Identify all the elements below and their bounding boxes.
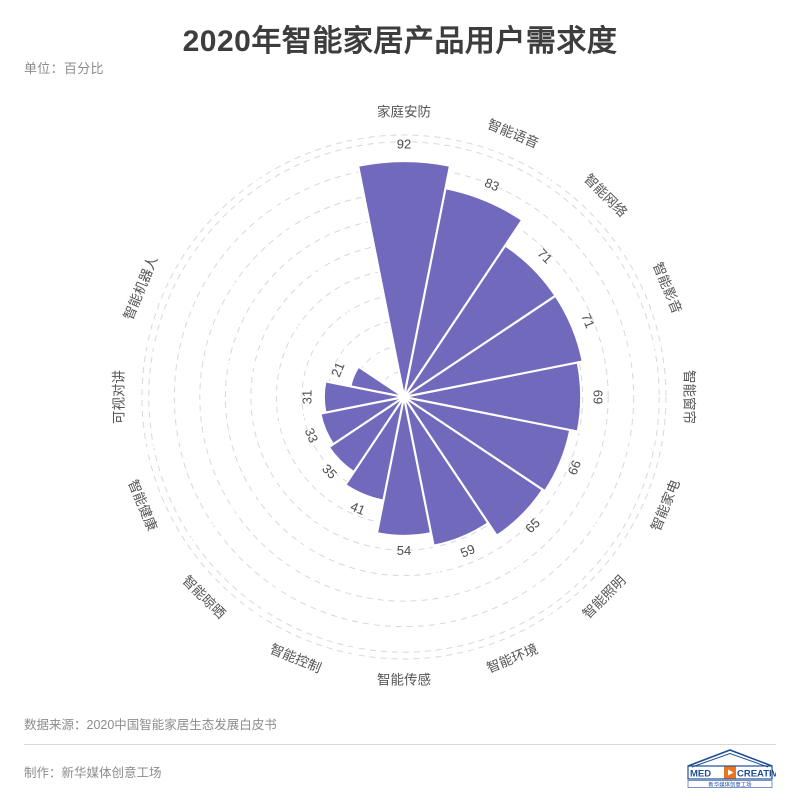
category-label: 智能网络 — [581, 171, 630, 220]
value-label: 65 — [522, 515, 543, 536]
footer: 数据来源：2020中国智能家居生态发展白皮书 制作：新华媒体创意工场 MED C… — [0, 700, 800, 800]
footer-divider — [24, 744, 776, 745]
category-label: 智能语音 — [485, 116, 541, 151]
polar-sector — [404, 362, 581, 432]
polar-sector — [377, 397, 431, 535]
polar-sector — [329, 397, 404, 472]
polar-sector — [351, 367, 404, 397]
category-label: 智能机器人 — [121, 253, 161, 322]
category-label: 智能窗帘 — [681, 370, 697, 424]
category-label: 智能晾晒 — [179, 573, 228, 622]
value-label: 59 — [458, 541, 477, 560]
svg-text:MED: MED — [690, 769, 711, 780]
value-label: 83 — [482, 175, 501, 194]
polar-sector — [404, 397, 488, 545]
data-source-text: 数据来源：2020中国智能家居生态发展白皮书 — [24, 718, 277, 732]
category-label: 智能照明 — [580, 573, 629, 622]
polar-sector — [324, 381, 404, 413]
svg-text:CREATIVE: CREATIVE — [737, 769, 776, 780]
polar-sector — [321, 397, 404, 444]
polar-chart-svg: 92 83 71 71 69 66 65 59 54 41 35 33 31 21 家庭安防智能语音智能网络… — [112, 104, 698, 688]
polar-sector — [404, 296, 582, 397]
category-label: 智能传感 — [377, 672, 431, 688]
logo-subtitle: 新华媒体创意工场 — [708, 780, 752, 788]
value-label: 35 — [319, 461, 340, 482]
category-label: 可视对讲 — [112, 370, 127, 424]
category-label: 智能控制 — [268, 641, 324, 676]
polar-sector — [404, 246, 555, 397]
value-label: 54 — [397, 543, 411, 558]
value-label: 71 — [534, 246, 555, 267]
category-label: 家庭安防 — [377, 104, 431, 120]
credit-text: 制作：新华媒体创意工场 — [24, 766, 162, 780]
category-label: 智能健康 — [125, 477, 161, 533]
polar-sector — [404, 397, 570, 491]
value-label: 71 — [578, 311, 597, 330]
polar-chart: 92 83 71 71 69 66 65 59 54 41 35 33 31 21 家庭安防智能语音智能网络… — [0, 90, 800, 690]
value-label: 31 — [299, 390, 314, 404]
polar-sector — [358, 162, 450, 397]
value-label: 69 — [591, 390, 606, 404]
category-label: 智能环境 — [485, 641, 541, 676]
category-label: 智能家电 — [647, 477, 682, 533]
polar-spokes — [145, 138, 663, 656]
value-label: 33 — [302, 426, 321, 445]
value-label: 92 — [397, 137, 411, 152]
polar-bars — [321, 162, 582, 545]
polar-sector — [404, 189, 522, 397]
polar-sector — [404, 397, 542, 535]
page-title: 2020年智能家居产品用户需求度 — [182, 25, 618, 58]
polar-sector — [345, 397, 404, 500]
value-label: 41 — [348, 499, 367, 518]
logo-icon: MED CREATIVE 新华媒体创意工场 — [687, 749, 776, 788]
category-label: 智能影音 — [650, 260, 685, 316]
chart-unit-subtitle: 单位：百分比 — [24, 61, 104, 76]
medcreative-logo: MED CREATIVE 新华媒体创意工场 — [684, 746, 776, 790]
value-label: 66 — [565, 458, 584, 477]
value-label: 21 — [328, 360, 347, 379]
